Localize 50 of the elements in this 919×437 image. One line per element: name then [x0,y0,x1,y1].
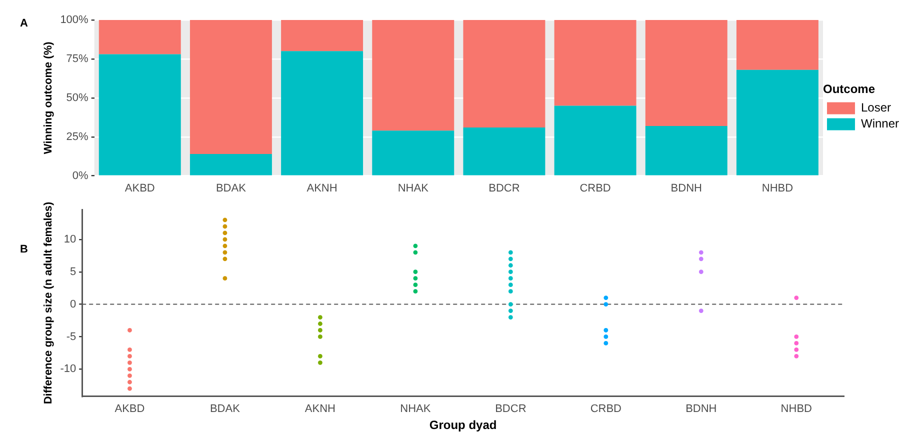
bar [736,70,818,176]
bar [645,20,728,126]
bar [98,20,181,54]
x-tick-label: BDCR [488,182,520,194]
y-tick-label: 25% [66,130,89,143]
x-tick-label: AKNH [306,182,338,194]
x-tick-label: BDAK [210,403,241,416]
bar [463,128,546,176]
bar [736,20,818,70]
x-tick-label: BDAK [216,182,247,194]
y-axis-title: Winning outcome (%) [42,41,55,154]
legend-title: Outcome [822,82,876,96]
y-tick-label: 75% [66,52,89,65]
bar [281,51,364,176]
x-tick-label: AKBD [124,182,155,194]
bar [281,20,364,52]
x-tick-label: NHAK [400,403,432,416]
y-tick-label: 10 [64,233,76,246]
y-axis-title: Difference group size (n adult females) [42,202,55,404]
legend-label: Loser [860,100,892,115]
x-tick-label: BDNH [670,182,702,194]
bar [554,20,636,106]
y-tick-label: 0 [70,298,76,310]
x-tick-label: CRBD [580,182,611,194]
bar [190,154,272,176]
bar [372,20,454,131]
bar [463,20,546,128]
x-tick-label: NHAK [398,182,430,194]
bar [554,106,636,176]
y-tick-label: -5 [66,330,76,343]
bar [98,54,181,176]
text: B [20,244,28,256]
x-tick-label: BDCR [495,403,526,416]
x-tick-label: NHBD [780,403,812,416]
x-tick-label: CRBD [590,403,622,416]
bar [645,126,728,176]
y-tick-label: 100% [60,14,89,26]
y-tick-label: 0% [72,170,89,182]
legend-label: Winner [860,116,900,131]
y-tick-label: 5 [70,266,76,278]
y-tick-label: 50% [66,92,89,104]
bar [190,20,272,154]
text: A [20,18,28,30]
x-tick-label: AKBD [114,403,145,416]
x-tick-label: AKNH [304,403,336,416]
y-tick-label: -10 [60,363,76,376]
x-tick-label: NHBD [762,182,794,194]
x-axis-title: Group dyad [429,418,497,432]
x-tick-label: BDNH [686,403,717,416]
bar [372,130,454,176]
